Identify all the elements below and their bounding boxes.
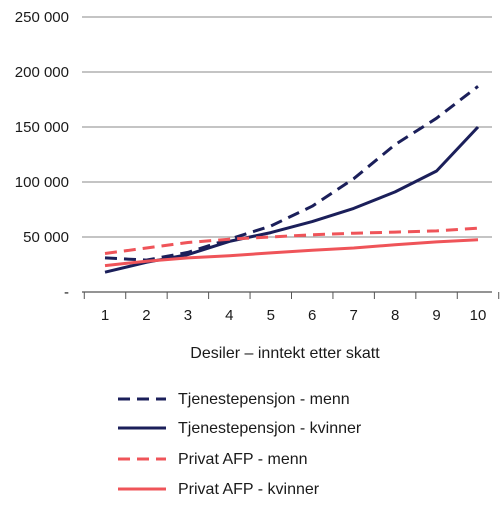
series-line-2 <box>104 226 479 255</box>
series-lines <box>104 85 480 274</box>
x-axis-title: Desiler – inntekt etter skatt <box>190 345 380 362</box>
x-tick-label-7: 8 <box>391 307 399 324</box>
x-tick-label-8: 9 <box>432 307 440 324</box>
x-tick-label-0: 1 <box>101 307 109 324</box>
y-tick-label-4: 200 000 <box>15 64 69 81</box>
x-tick-label-3: 4 <box>225 307 233 324</box>
series-line-3 <box>104 238 479 268</box>
legend-label-2: Privat AFP - menn <box>178 451 308 468</box>
y-tick-label-2: 100 000 <box>15 174 69 191</box>
x-tick-label-6: 7 <box>349 307 357 324</box>
x-axis <box>82 291 500 299</box>
legend-label-3: Privat AFP - kvinner <box>178 481 320 498</box>
x-tick-label-1: 2 <box>142 307 150 324</box>
y-tick-label-5: 250 000 <box>15 9 69 26</box>
x-axis-tick-labels: 1 2 3 4 5 6 7 8 9 10 <box>101 307 487 324</box>
gridlines <box>82 16 492 238</box>
y-tick-label-3: 150 000 <box>15 119 69 136</box>
y-tick-label-1: 50 000 <box>23 229 69 246</box>
x-tick-label-4: 5 <box>267 307 275 324</box>
legend-label-0: Tjenestepensjon - menn <box>178 391 350 408</box>
legend-label-1: Tjenestepensjon - kvinner <box>178 420 362 437</box>
x-tick-label-2: 3 <box>184 307 192 324</box>
y-tick-label-0: - <box>64 284 69 301</box>
legend: Tjenestepensjon - menn Tjenestepensjon - … <box>118 391 362 498</box>
series-line-0 <box>104 85 479 262</box>
y-axis-tick-labels: - 50 000 100 000 150 000 200 000 250 000 <box>15 9 69 301</box>
x-tick-label-5: 6 <box>308 307 316 324</box>
x-tick-label-9: 10 <box>470 307 487 324</box>
